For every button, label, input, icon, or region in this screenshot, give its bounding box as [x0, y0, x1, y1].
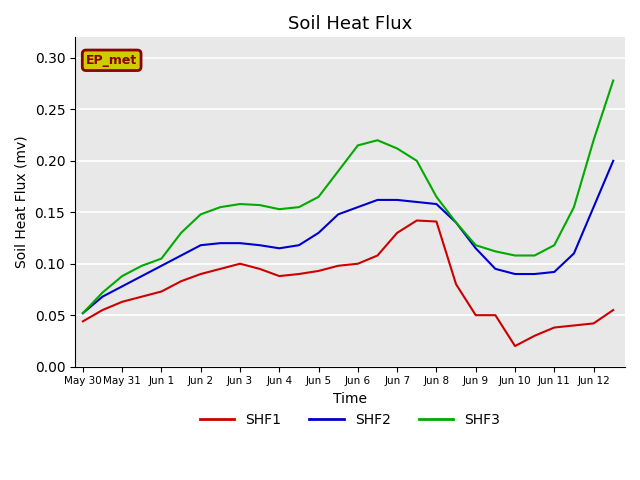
- Y-axis label: Soil Heat Flux (mv): Soil Heat Flux (mv): [15, 136, 29, 268]
- Text: EP_met: EP_met: [86, 54, 137, 67]
- Title: Soil Heat Flux: Soil Heat Flux: [288, 15, 412, 33]
- X-axis label: Time: Time: [333, 392, 367, 406]
- Legend: SHF1, SHF2, SHF3: SHF1, SHF2, SHF3: [194, 407, 506, 432]
